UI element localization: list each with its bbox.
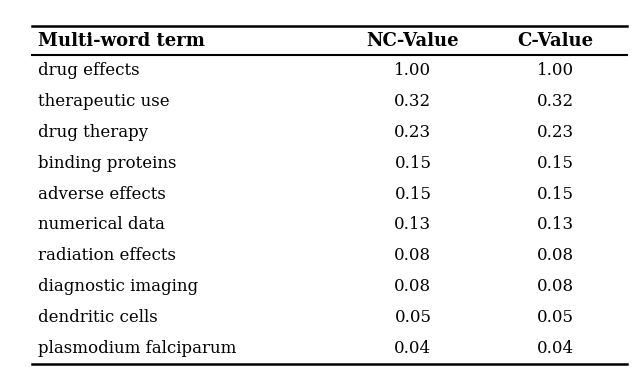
Text: plasmodium falciparum: plasmodium falciparum (38, 340, 237, 357)
Text: 0.04: 0.04 (537, 340, 574, 357)
Text: diagnostic imaging: diagnostic imaging (38, 278, 198, 295)
Text: radiation effects: radiation effects (38, 247, 177, 264)
Text: drug therapy: drug therapy (38, 124, 148, 141)
Text: binding proteins: binding proteins (38, 155, 177, 172)
Text: 0.05: 0.05 (537, 309, 574, 326)
Text: therapeutic use: therapeutic use (38, 93, 170, 110)
Text: 0.23: 0.23 (537, 124, 574, 141)
Text: 0.08: 0.08 (394, 278, 431, 295)
Text: 0.15: 0.15 (537, 186, 574, 203)
Text: 0.15: 0.15 (394, 155, 431, 172)
Text: 0.13: 0.13 (537, 216, 574, 233)
Text: drug effects: drug effects (38, 62, 140, 79)
Text: 0.23: 0.23 (394, 124, 431, 141)
Text: 0.08: 0.08 (394, 247, 431, 264)
Text: 0.15: 0.15 (537, 155, 574, 172)
Text: 1.00: 1.00 (394, 62, 431, 79)
Text: 0.04: 0.04 (394, 340, 431, 357)
Text: NC-Value: NC-Value (367, 32, 460, 50)
Text: 0.05: 0.05 (394, 309, 431, 326)
Text: Multi-word term: Multi-word term (38, 32, 205, 50)
Text: numerical data: numerical data (38, 216, 165, 233)
Text: 0.32: 0.32 (394, 93, 431, 110)
Text: dendritic cells: dendritic cells (38, 309, 158, 326)
Text: adverse effects: adverse effects (38, 186, 166, 203)
Text: 1.00: 1.00 (537, 62, 574, 79)
Text: 0.32: 0.32 (537, 93, 574, 110)
Text: 0.08: 0.08 (537, 247, 574, 264)
Text: 0.15: 0.15 (394, 186, 431, 203)
Text: 0.13: 0.13 (394, 216, 431, 233)
Text: C-Value: C-Value (518, 32, 594, 50)
Text: 0.08: 0.08 (537, 278, 574, 295)
